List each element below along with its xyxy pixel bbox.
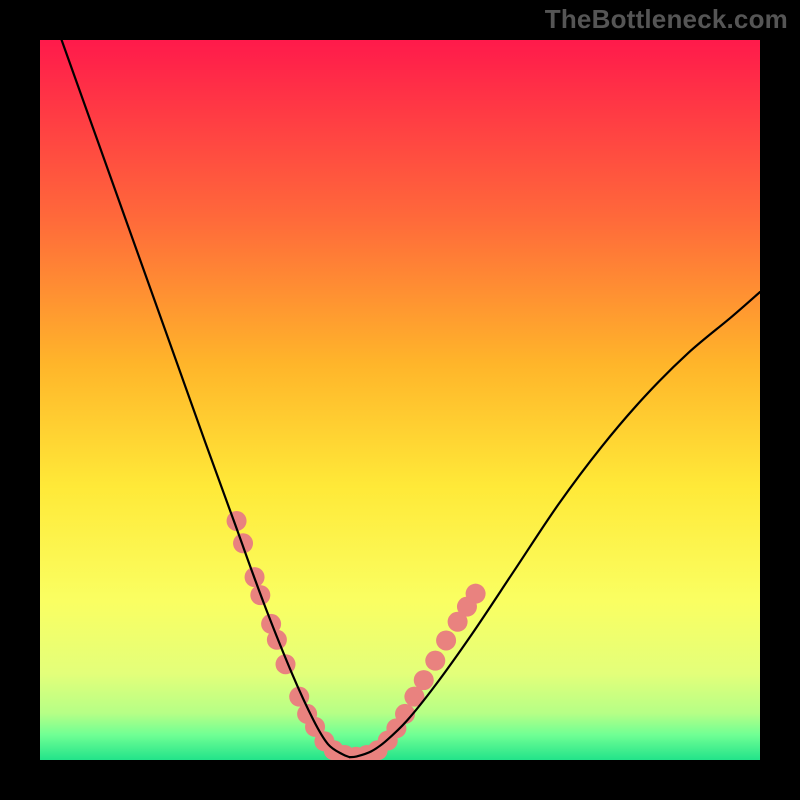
scatter-point: [466, 584, 486, 604]
bottleneck-chart: [0, 0, 800, 800]
scatter-point: [414, 670, 434, 690]
gradient-background: [40, 40, 760, 760]
scatter-point: [436, 630, 456, 650]
scatter-point: [267, 630, 287, 650]
watermark-text: TheBottleneck.com: [545, 4, 788, 35]
scatter-point: [425, 651, 445, 671]
chart-frame: TheBottleneck.com: [0, 0, 800, 800]
